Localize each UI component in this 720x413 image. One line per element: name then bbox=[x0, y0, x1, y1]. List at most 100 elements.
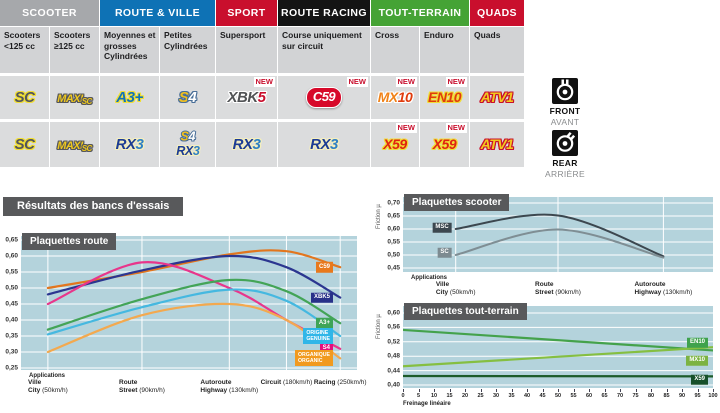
new-label: NEW bbox=[395, 77, 417, 87]
front-cell-2: A3+ bbox=[100, 76, 159, 119]
new-label: NEW bbox=[395, 123, 417, 133]
y-tick-label: 0,70 bbox=[387, 199, 400, 207]
x-axis-label: Freinage linéaire bbox=[403, 401, 451, 407]
badge-text: RX bbox=[232, 135, 253, 153]
badge-text: 5 bbox=[257, 88, 266, 106]
rear-label-en: REAR bbox=[552, 158, 578, 168]
series-badge-line: X59 bbox=[694, 376, 705, 383]
series-badge-s4: S4 bbox=[319, 343, 333, 355]
category-header-sport: SPORT bbox=[216, 0, 277, 26]
x-tick-label: 20 bbox=[461, 393, 469, 399]
results-section-title: Résultats des bancs d'essais bbox=[3, 197, 184, 216]
x-tick-label: 25 bbox=[477, 393, 484, 399]
y-tick-label: 0,45 bbox=[387, 264, 400, 272]
badge-text: SC bbox=[14, 88, 35, 106]
series-badge-c59: C59 bbox=[315, 261, 333, 273]
x-tick-label-circuit: Circuit (180km/h) bbox=[261, 379, 313, 387]
series-badge-origine: ORIGINE GENUINE bbox=[303, 328, 333, 344]
rear-cell-0: SC bbox=[0, 122, 49, 167]
chart-title-tt: Plaquettes tout-terrain bbox=[404, 303, 527, 320]
x-tick-line2: City (50km/h) bbox=[435, 289, 476, 297]
product-badge-maxisc: MAXISC bbox=[57, 136, 92, 154]
product-badge-en10: EN10 bbox=[427, 88, 462, 106]
badge-group: SC bbox=[15, 136, 35, 153]
rear-cell-6: NEW X59 bbox=[371, 122, 419, 167]
product-badge-s4: S4 bbox=[178, 88, 197, 106]
rear-products-row: SC MAXISC RX3 S4 RX3 RX3 RX3 NEW X59 NEW X59 ATV1 bbox=[0, 122, 524, 167]
badge-group: MAXISC bbox=[57, 136, 92, 154]
x-tick-line2: City (50km/h) bbox=[28, 387, 68, 395]
x-tick-mark bbox=[403, 389, 404, 392]
series-badge-line: MSC bbox=[435, 223, 449, 230]
series-badge-sc: SC bbox=[437, 247, 452, 259]
badge-text: X59 bbox=[432, 135, 457, 152]
x-tick-mark bbox=[713, 389, 714, 392]
x-tick-line1: Circuit (180km/h) bbox=[260, 379, 313, 386]
badge-group: X59 bbox=[383, 135, 407, 153]
series-badge-line: A3+ bbox=[318, 319, 330, 326]
category-header-scooter: SCOOTER bbox=[0, 0, 99, 26]
subcategory-label-4: Supersport bbox=[216, 27, 277, 73]
x-tick-line1: Autoroute bbox=[634, 281, 666, 288]
x-tick-label: 0 bbox=[401, 393, 405, 399]
x-tick-label: 80 bbox=[647, 393, 655, 399]
x-tick-label: 95 bbox=[694, 393, 701, 399]
subcategory-label-1: Scooters ≥125 cc bbox=[50, 27, 99, 73]
x-tick-label-ville: Ville City (50km/h) bbox=[28, 379, 68, 396]
x-tick-label: 90 bbox=[678, 393, 686, 399]
subcategory-label-5: Course uniquement sur circuit bbox=[278, 27, 370, 73]
x-tick-label: 30 bbox=[492, 393, 500, 399]
product-badge-sc: SC bbox=[15, 89, 35, 106]
chart-title-route: Plaquettes route bbox=[22, 233, 117, 250]
badge-group: EN10 bbox=[427, 88, 462, 106]
y-tick-label: 0,60 bbox=[387, 309, 400, 317]
badge-text: XBK bbox=[227, 88, 258, 106]
badge-text: EN10 bbox=[427, 88, 462, 105]
x-tick-line1: Autoroute bbox=[200, 379, 232, 386]
x-tick-label-autoroute: Autoroute Highway (130km/h) bbox=[634, 281, 692, 298]
badge-group: X59 bbox=[432, 135, 457, 153]
badge-text: MAXI bbox=[57, 92, 83, 105]
series-badge-x59: X59 bbox=[691, 374, 708, 386]
product-badge-rx3: RX3 bbox=[310, 136, 338, 153]
badge-group: SC bbox=[15, 89, 35, 106]
x-tick-line2: Street (90km/h) bbox=[535, 289, 581, 297]
badge-text: S bbox=[178, 88, 189, 106]
front-cell-1: MAXISC bbox=[50, 76, 99, 119]
subcategory-label-2: Moyennes et grosses Cylindrées bbox=[100, 27, 159, 73]
new-label: NEW bbox=[445, 123, 467, 133]
badge-text: C59 bbox=[312, 89, 336, 105]
series-badge-msc: MSC bbox=[432, 222, 452, 233]
product-badge-x59: X59 bbox=[432, 135, 457, 153]
product-badge-s4: S4 bbox=[176, 130, 199, 144]
rear-axle-legend: REAR ARRIÈRE bbox=[536, 130, 594, 179]
front-cell-0: SC bbox=[0, 76, 49, 119]
product-badge-a3: A3+ bbox=[116, 89, 143, 106]
badge-text: RX bbox=[115, 135, 136, 153]
series-badge-en10: EN10 bbox=[686, 337, 708, 349]
badge-group: MAXISC bbox=[57, 89, 92, 107]
badge-text: ATV1 bbox=[480, 135, 514, 152]
badge-text: X59 bbox=[383, 135, 407, 152]
y-tick-label: 0,48 bbox=[387, 352, 400, 360]
series-badge-line: SC bbox=[440, 249, 449, 256]
badge-text: MAXI bbox=[57, 139, 83, 152]
x-tick-mark bbox=[697, 389, 699, 392]
y-tick-label: 0,40 bbox=[387, 381, 400, 389]
rear-cell-1: MAXISC bbox=[50, 122, 99, 167]
x-tick-label-autoroute: Autoroute Highway (130km/h) bbox=[200, 379, 258, 396]
badge-group: MX10 bbox=[378, 89, 413, 106]
series-badge-organique: ORGANIQUE ORGANIC bbox=[295, 350, 333, 367]
product-category-table: SCOOTER ROUTE & VILLE SPORT ROUTE RACING TOU… bbox=[0, 0, 524, 167]
rear-cell-5: RX3 bbox=[278, 122, 370, 167]
series-badge-line: ORGANIQUE bbox=[298, 351, 330, 358]
x-tick-mark bbox=[465, 389, 466, 392]
badge-text: 4 bbox=[188, 88, 197, 106]
c59-pill: C59 bbox=[305, 87, 343, 108]
front-label-en: FRONT bbox=[549, 106, 581, 116]
product-badge-maxisc: MAXISC bbox=[57, 89, 92, 107]
x-tick-line2: Highway (130km/h) bbox=[200, 387, 259, 395]
x-tick-label: 70 bbox=[616, 393, 624, 399]
y-tick-label: 0,60 bbox=[5, 252, 18, 260]
x-tick-mark bbox=[573, 389, 575, 392]
